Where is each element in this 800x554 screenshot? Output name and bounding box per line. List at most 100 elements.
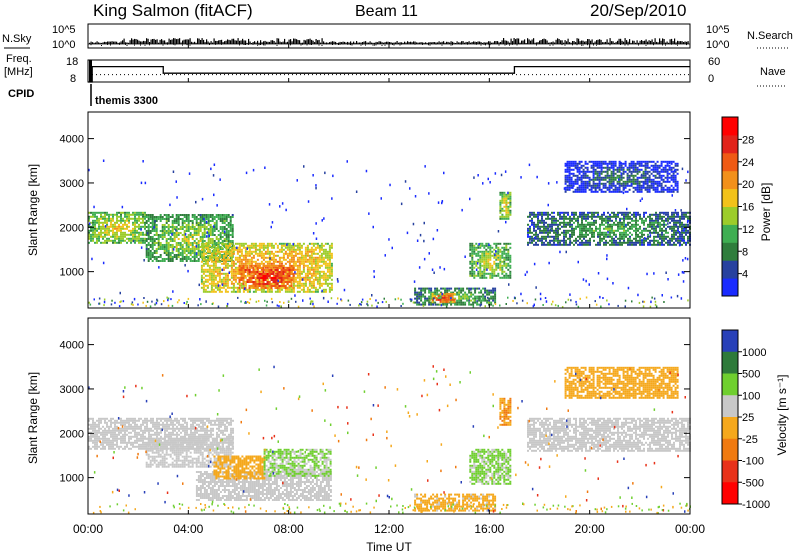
power-cell	[310, 272, 313, 275]
power-cell	[310, 282, 313, 285]
power-cell	[134, 239, 136, 242]
power-cell	[163, 230, 166, 232]
power-cell	[606, 164, 609, 167]
power-cell	[252, 272, 255, 275]
noise-search-dot	[245, 44, 246, 45]
power-cell	[480, 295, 483, 298]
power-cell	[434, 291, 437, 294]
power-cell	[428, 303, 431, 306]
power-cell	[499, 242, 502, 245]
power-cell	[240, 244, 243, 247]
power-cell	[604, 170, 607, 173]
power-cell	[655, 215, 657, 218]
noise-sky-bar	[204, 42, 206, 44]
power-cell	[649, 215, 651, 218]
power-cell	[278, 278, 281, 281]
power-cell	[100, 213, 102, 216]
power-cell	[254, 285, 257, 287]
power-cell	[232, 252, 235, 255]
power-cell	[312, 256, 315, 259]
noise-sky-bar	[329, 42, 331, 44]
power-cell	[537, 219, 539, 222]
power-cell	[499, 268, 502, 271]
power-cell	[282, 242, 285, 245]
power-cell	[228, 254, 231, 257]
power-cell	[171, 232, 174, 234]
power-cell	[314, 286, 317, 289]
power-cell	[208, 248, 211, 251]
power-cell	[509, 258, 512, 261]
power-cell	[326, 254, 329, 257]
power-cell	[625, 229, 627, 232]
power-cell	[607, 229, 609, 232]
power-cell	[181, 254, 184, 256]
power-cell	[181, 258, 184, 260]
power-cell	[181, 238, 184, 240]
power-cell	[106, 221, 108, 224]
power-cell	[549, 241, 551, 244]
power-cell	[673, 241, 675, 244]
power-cell	[227, 238, 230, 240]
noise-search-label: N.Search	[747, 30, 793, 42]
power-cell	[330, 270, 333, 273]
power-cell	[149, 218, 152, 220]
power-cell	[685, 243, 687, 246]
power-cell	[473, 262, 476, 265]
power-cell	[451, 294, 454, 297]
power-cell	[136, 231, 138, 234]
power-cell	[471, 270, 474, 273]
noise-search-dot	[476, 43, 477, 45]
power-cell	[621, 237, 623, 240]
power-cell	[218, 250, 221, 253]
power-cell	[635, 223, 637, 226]
power-cell	[246, 281, 249, 283]
power-cell	[635, 219, 637, 222]
power-cell	[278, 250, 281, 253]
noise-sky-bar	[494, 41, 496, 44]
power-cell	[529, 215, 531, 218]
power-cell	[230, 286, 233, 289]
power-cell	[449, 298, 452, 301]
power-cell	[577, 235, 579, 238]
power-cell	[102, 227, 104, 230]
power-cell	[535, 229, 537, 232]
power-cell	[262, 271, 265, 273]
power-cell	[497, 264, 500, 267]
power-cell	[310, 280, 313, 283]
power-cell	[611, 223, 613, 226]
power-cell	[300, 260, 303, 263]
power-cell	[509, 274, 512, 277]
power-cell	[203, 224, 206, 226]
power-cell	[568, 166, 571, 169]
power-cell	[204, 268, 207, 271]
power-cell	[679, 221, 681, 224]
power-cell	[469, 242, 472, 245]
power-cell	[242, 265, 245, 267]
noise-search-dot	[665, 44, 666, 46]
power-cell	[163, 234, 166, 236]
power-cell	[157, 234, 160, 236]
power-cell	[122, 231, 124, 234]
power-cell	[596, 190, 599, 193]
power-cell	[159, 254, 162, 256]
power-cell	[471, 244, 474, 247]
power-cell	[272, 258, 275, 261]
power-cell	[296, 280, 299, 283]
power-cell	[573, 217, 575, 220]
power-cell	[326, 258, 329, 261]
power-cell	[284, 290, 287, 293]
noise-sky-bar	[407, 41, 409, 44]
noise-sky-bar	[509, 42, 511, 44]
power-cell	[236, 286, 239, 289]
power-cell	[687, 241, 689, 244]
power-cell	[191, 246, 194, 248]
power-cell	[596, 186, 599, 189]
power-cell	[571, 235, 573, 238]
power-cell	[171, 260, 174, 262]
power-cell	[250, 275, 253, 277]
power-cell	[264, 270, 267, 273]
power-cell	[274, 242, 277, 245]
power-cell	[236, 282, 239, 285]
power-cell	[424, 299, 427, 302]
noise-sky-bar	[461, 41, 463, 44]
